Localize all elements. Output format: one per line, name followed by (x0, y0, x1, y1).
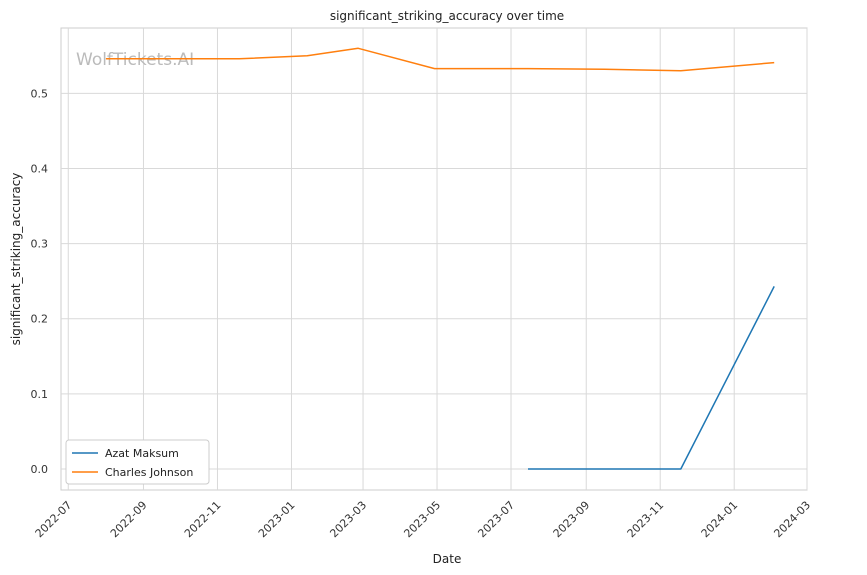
x-tick-label: 2022-11 (182, 499, 224, 541)
y-tick-label: 0.0 (31, 463, 49, 476)
x-tick-label: 2023-11 (625, 499, 667, 541)
x-axis-label: Date (433, 552, 462, 566)
legend: Azat Maksum Charles Johnson (65, 439, 210, 485)
y-axis-label: significant_striking_accuracy (9, 173, 23, 346)
series-line-1 (105, 47, 775, 72)
x-tick-label: 2022-07 (33, 499, 75, 541)
x-tick-label: 2022-09 (108, 499, 150, 541)
y-tick-label: 0.5 (31, 87, 49, 100)
x-tick-label: 2023-09 (551, 499, 593, 541)
x-tick-label: 2023-05 (401, 499, 443, 541)
plot-area (60, 27, 808, 491)
y-tick-label: 0.2 (31, 313, 49, 326)
x-tick-label: 2024-03 (771, 499, 813, 541)
x-tick-label: 2023-01 (256, 499, 298, 541)
chart-title: significant_striking_accuracy over time (330, 9, 564, 23)
series-layer (105, 47, 775, 470)
y-tick-label: 0.1 (31, 388, 49, 401)
y-tick-labels: 0.0 0.1 0.2 0.3 0.4 0.5 (31, 87, 49, 476)
legend-label: Azat Maksum (105, 447, 179, 460)
legend-box (65, 439, 210, 485)
y-tick-label: 0.3 (31, 238, 49, 251)
x-tick-label: 2023-03 (327, 499, 369, 541)
watermark: WolfTickets.AI (76, 50, 194, 70)
x-tick-labels: 2022-07 2022-09 2022-11 2023-01 2023-03 2023-… (33, 499, 813, 541)
legend-label: Charles Johnson (105, 466, 193, 479)
series-line-0 (528, 286, 775, 470)
x-tick-label: 2024-01 (699, 499, 741, 541)
x-tick-label: 2023-07 (475, 499, 517, 541)
y-tick-label: 0.4 (31, 162, 49, 175)
